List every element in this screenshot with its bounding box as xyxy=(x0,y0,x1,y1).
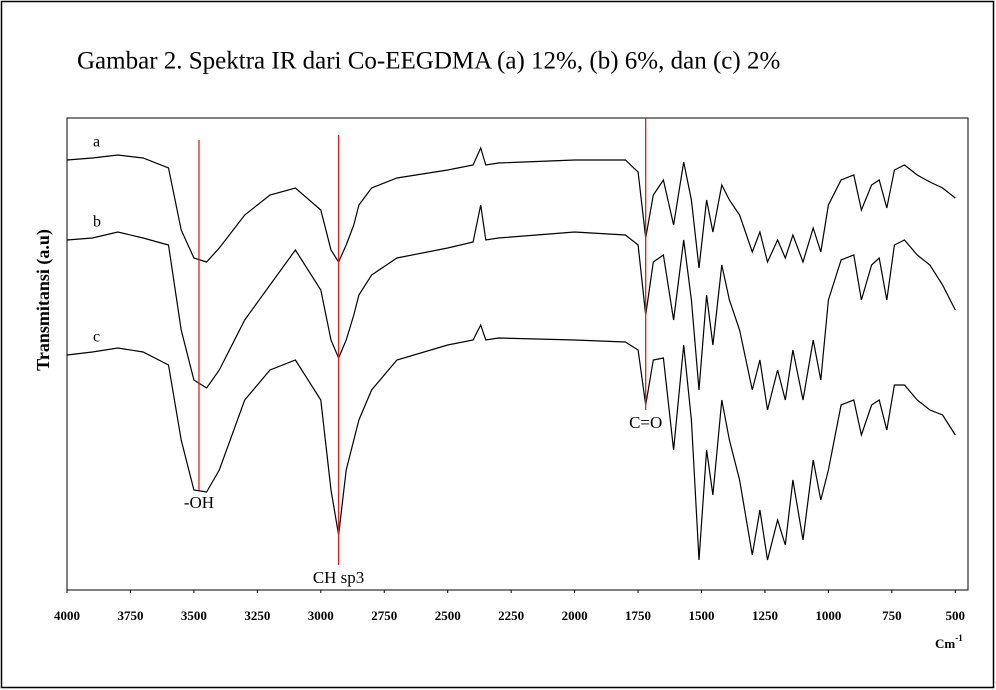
x-tick-label: 1250 xyxy=(752,608,778,623)
annotation-label: CH sp3 xyxy=(313,568,364,587)
x-tick-label: 3250 xyxy=(244,608,270,623)
x-tick-label: 4000 xyxy=(54,608,80,623)
annotation-label: -OH xyxy=(184,493,214,512)
x-tick-label: 1500 xyxy=(689,608,715,623)
x-tick-label: 1000 xyxy=(815,608,841,623)
x-tick-label: 2750 xyxy=(371,608,397,623)
spectrum-line xyxy=(66,204,956,411)
series-label: c xyxy=(93,329,100,346)
spectrum-line xyxy=(66,323,956,561)
x-tick-label: 500 xyxy=(946,608,966,623)
x-axis-unit: Cm xyxy=(935,636,955,651)
x-tick-label: 1750 xyxy=(625,608,651,623)
spectrum-line xyxy=(66,146,956,269)
annotation-label: C=O xyxy=(629,413,662,432)
series-label: b xyxy=(93,214,101,231)
plot-frame xyxy=(66,117,969,591)
x-tick-label: 2500 xyxy=(435,608,461,623)
x-axis-label: Cm-1 xyxy=(935,633,963,651)
x-axis-unit-sup: -1 xyxy=(955,633,963,643)
chart-title: Gambar 2. Spektra IR dari Co-EEGDMA (a) … xyxy=(77,48,780,75)
x-tick-label: 2000 xyxy=(562,608,588,623)
x-tick-label: 750 xyxy=(882,608,902,623)
x-tick-label: 2250 xyxy=(498,608,524,623)
series-label: a xyxy=(93,134,100,151)
x-tick-label: 3500 xyxy=(181,608,207,623)
x-tick-label: 3750 xyxy=(117,608,143,623)
y-axis-label: Transmitansi (a.u) xyxy=(33,229,54,371)
x-tick-label: 3000 xyxy=(308,608,334,623)
